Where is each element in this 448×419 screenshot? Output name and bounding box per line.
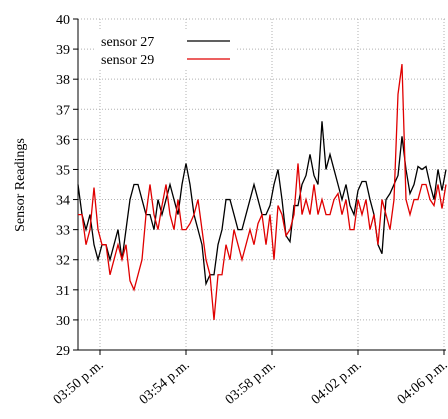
y-tick-label: 34 [56, 194, 70, 209]
x-tick-label: 03:58 p.m. [223, 358, 279, 408]
y-tick-label: 39 [56, 43, 70, 58]
line-series [78, 64, 447, 320]
legend-label: sensor 29 [101, 53, 154, 68]
legend-label: sensor 27 [101, 35, 154, 50]
y-tick-label: 35 [56, 163, 70, 178]
x-tick-label: 04:06 p.m. [395, 358, 448, 408]
x-tick-label: 04:02 p.m. [309, 358, 365, 408]
y-tick-label: 32 [56, 254, 70, 269]
y-tick-label: 29 [56, 344, 70, 359]
y-tick-label: 33 [56, 224, 70, 239]
x-tick-label: 03:50 p.m. [51, 358, 107, 408]
y-tick-label: 31 [56, 284, 70, 299]
legend-box [95, 30, 235, 70]
x-tick-label: 03:54 p.m. [137, 358, 193, 408]
y-tick-label: 30 [56, 314, 70, 329]
y-tick-label: 36 [56, 133, 70, 148]
y-tick-label: 40 [56, 13, 70, 28]
y-tick-label: 38 [56, 73, 70, 88]
y-tick-label: 37 [56, 103, 70, 118]
y-axis-label: Sensor Readings [13, 138, 28, 232]
